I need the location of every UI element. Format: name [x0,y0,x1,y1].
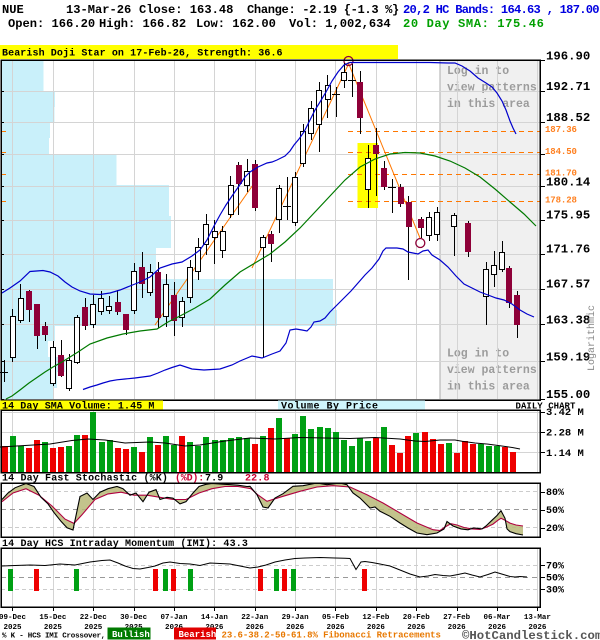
svg-text:14 Day HCS Intraday Momentum (: 14 Day HCS Intraday Momentum (IMI): 43.3 [2,538,248,550]
svg-text:3.42 M: 3.42 M [546,407,584,419]
svg-text:Log in to: Log in to [447,348,509,361]
svg-text:184.50: 184.50 [545,147,577,157]
svg-text:20,2 HC Bands: 164.63 , 187.00: 20,2 HC Bands: 164.63 , 187.00 [403,3,599,17]
svg-text:2026: 2026 [246,624,265,632]
svg-text:(%D):: (%D): [175,473,204,485]
svg-text:13-Mar: 13-Mar [524,614,551,622]
svg-text:2026: 2026 [326,624,345,632]
svg-text:Logarithmic: Logarithmic [586,305,598,371]
svg-text:187.36: 187.36 [545,125,577,135]
svg-text:07-Jan: 07-Jan [160,614,188,622]
svg-text:155.00: 155.00 [546,388,590,402]
svg-text:Close: 163.48: Close: 163.48 [139,3,233,17]
svg-text:in this area: in this area [447,98,530,111]
svg-text:06-Mar: 06-Mar [483,614,510,622]
svg-text:2026: 2026 [407,624,426,632]
svg-text:30-Dec: 30-Dec [120,614,148,622]
svg-text:27-Feb: 27-Feb [443,614,471,622]
svg-text:22-Dec: 22-Dec [80,614,108,622]
svg-text:Bearish: Bearish [179,630,217,640]
svg-text:20%: 20% [546,524,564,535]
svg-text:163.38: 163.38 [546,313,590,327]
svg-text:14 Day Fast Stochastic (%K): 14 Day Fast Stochastic (%K) [2,473,168,485]
svg-text:DAILY CHART: DAILY CHART [516,402,577,412]
svg-text:192.71: 192.71 [546,80,590,94]
svg-text:181.70: 181.70 [545,169,577,179]
svg-text:50%: 50% [546,574,564,585]
svg-text:05-Feb: 05-Feb [322,614,350,622]
svg-text:22.8: 22.8 [245,474,270,485]
svg-text:1.14 M: 1.14 M [546,448,584,460]
svg-text:2025: 2025 [44,624,63,632]
svg-text:7.9: 7.9 [205,474,223,485]
svg-text:% K - HCS IMI Crossover,: % K - HCS IMI Crossover, [2,633,105,640]
svg-text:2025: 2025 [84,624,103,632]
svg-text:20-Feb: 20-Feb [403,614,431,622]
svg-text:Bearish Doji Star on 17-Feb-26: Bearish Doji Star on 17-Feb-26, Strength… [2,48,283,60]
svg-text:2026: 2026 [286,624,305,632]
svg-text:178.28: 178.28 [545,195,577,205]
svg-text:15-Dec: 15-Dec [39,614,67,622]
svg-text:175.95: 175.95 [546,209,590,223]
svg-text:2025: 2025 [3,624,22,632]
svg-text:188.52: 188.52 [546,111,590,125]
svg-text:50%: 50% [546,506,564,517]
svg-text:view patterns: view patterns [447,82,537,95]
svg-text:159.19: 159.19 [546,350,590,364]
svg-text:NUE: NUE [2,3,24,17]
svg-text:20 Day SMA: 175.46: 20 Day SMA: 175.46 [403,17,544,31]
svg-text:196.90: 196.90 [546,49,590,63]
svg-text:70%: 70% [546,562,564,573]
svg-text:Bullish: Bullish [112,630,150,640]
svg-text:Vol: 1,002,634: Vol: 1,002,634 [289,17,391,31]
svg-text:2026: 2026 [448,624,467,632]
svg-text:29-Jan: 29-Jan [282,614,310,622]
svg-text:80%: 80% [546,488,564,499]
svg-text:High: 166.82: High: 166.82 [99,17,186,31]
svg-text:23.6-38.2-50-61.8% Fibonacci R: 23.6-38.2-50-61.8% Fibonacci Retracement… [222,631,441,640]
svg-text:12-Feb: 12-Feb [362,614,390,622]
svg-text:Low: 162.00: Low: 162.00 [196,17,276,31]
svg-text:view patterns: view patterns [447,364,537,377]
svg-text:167.57: 167.57 [546,278,590,292]
svg-text:2026: 2026 [367,624,386,632]
svg-text:22-Jan: 22-Jan [241,614,269,622]
svg-text:171.76: 171.76 [546,243,590,257]
svg-text:Change: -2.19 {-1.3 %}: Change: -2.19 {-1.3 %} [247,3,399,17]
svg-text:in this area: in this area [447,381,530,394]
svg-text:2.28 M: 2.28 M [546,428,584,440]
svg-text:14-Jan: 14-Jan [201,614,229,622]
svg-text:180.14: 180.14 [546,175,591,189]
svg-text:2026: 2026 [488,624,507,632]
svg-text:13-Mar-26: 13-Mar-26 [66,3,131,17]
svg-text:©HotCandlestick.com: ©HotCandlestick.com [462,629,600,640]
svg-text:2026: 2026 [528,624,547,632]
svg-text:09-Dec: 09-Dec [0,614,26,622]
svg-text:Log in to: Log in to [447,65,509,78]
svg-text:30%: 30% [546,586,564,597]
svg-text:Open: 166.20: Open: 166.20 [8,17,95,31]
